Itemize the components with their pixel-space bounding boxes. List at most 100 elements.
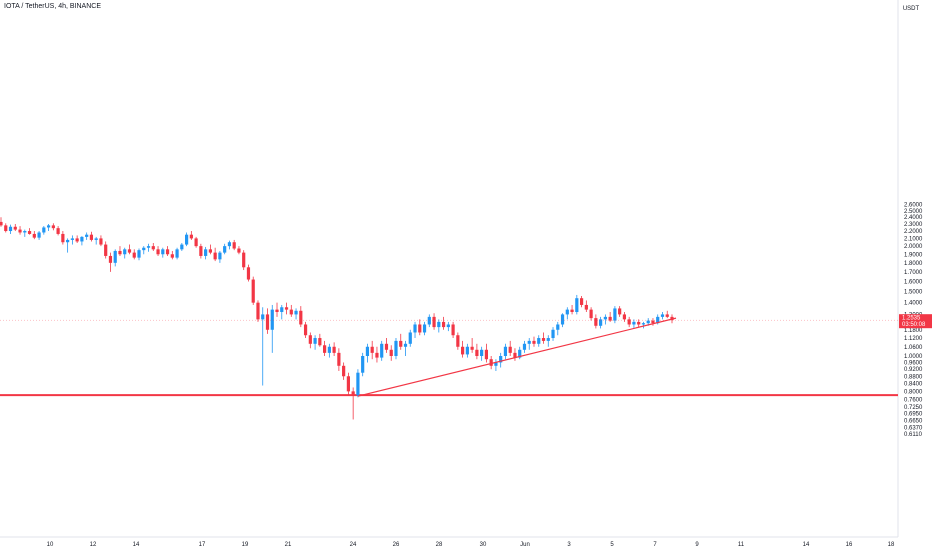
candle — [32, 231, 36, 240]
current-price-value: 1.2535 — [902, 316, 921, 322]
candle — [156, 246, 160, 256]
candle — [575, 294, 579, 315]
currency-label: USDT — [903, 6, 920, 12]
candle — [465, 343, 469, 358]
candle-body — [489, 359, 493, 366]
candle-body — [346, 376, 350, 392]
candle — [403, 340, 408, 356]
candle — [627, 316, 631, 328]
time-tick-label: 28 — [436, 542, 443, 548]
candle-body — [613, 308, 617, 321]
candle — [89, 231, 94, 242]
candle — [461, 340, 465, 358]
candle-body — [518, 349, 522, 358]
candle-body — [456, 335, 460, 347]
candle-body — [132, 252, 136, 258]
time-tick-label: 26 — [393, 542, 400, 548]
candle-body — [85, 234, 89, 237]
candle-body — [104, 244, 108, 256]
candle — [365, 343, 370, 363]
candle — [599, 316, 603, 329]
candle-body — [156, 249, 160, 255]
candle-body — [332, 346, 336, 353]
candle — [499, 352, 503, 368]
candle-body — [637, 321, 641, 325]
candle — [46, 223, 51, 232]
price-tick-label: 1.5000 — [904, 290, 923, 296]
candle — [413, 321, 417, 339]
candle — [261, 307, 265, 386]
candle — [422, 321, 427, 336]
current-price-box — [899, 314, 932, 329]
candle-body — [532, 340, 536, 344]
candle — [294, 308, 298, 320]
candle-body — [384, 343, 389, 350]
price-tick-label: 2.3000 — [904, 222, 923, 228]
candle-body — [437, 321, 441, 328]
candle-body — [399, 340, 403, 347]
candle-body — [303, 324, 308, 336]
candle — [251, 276, 255, 305]
candle — [184, 232, 189, 247]
time-tick-label: 9 — [695, 542, 699, 548]
candle — [456, 332, 460, 350]
candle — [546, 335, 550, 347]
candle — [384, 338, 389, 353]
candle-body — [627, 319, 631, 325]
candle — [37, 231, 41, 240]
candle-body — [32, 233, 36, 238]
candle-body — [361, 356, 365, 373]
candle — [565, 307, 569, 320]
time-tick-label: 10 — [47, 542, 54, 548]
candle-body — [37, 232, 41, 238]
candle — [108, 252, 113, 272]
candle — [503, 343, 508, 360]
candle-body — [575, 298, 579, 312]
candle-body — [213, 252, 217, 260]
candle — [27, 228, 32, 235]
price-tick-label: 0.6650 — [904, 419, 923, 425]
candle-body — [618, 308, 622, 315]
candle-body — [70, 238, 74, 240]
candle — [437, 319, 441, 333]
candle-body — [313, 338, 317, 344]
candle — [170, 250, 174, 260]
candle-body — [261, 314, 265, 320]
candle — [556, 321, 560, 336]
candle-body — [465, 346, 469, 355]
candle-body — [375, 352, 379, 358]
time-tick-label: 30 — [480, 542, 487, 548]
time-tick-label: 21 — [285, 542, 292, 548]
candle-body — [594, 318, 598, 326]
price-tick-label: 0.8800 — [904, 374, 923, 380]
price-tick-label: 0.6370 — [904, 426, 923, 432]
candle — [80, 236, 84, 246]
candle-body — [294, 310, 298, 315]
candle — [427, 314, 431, 328]
candle — [370, 340, 374, 360]
candle-body — [61, 233, 65, 243]
candle — [618, 306, 622, 317]
candle — [0, 217, 3, 227]
candle — [123, 247, 127, 259]
candle-body — [218, 252, 222, 260]
price-tick-label: 0.9600 — [904, 361, 923, 367]
trend-line[interactable] — [357, 317, 677, 397]
candlestick-series — [0, 217, 674, 420]
candle-body — [180, 244, 184, 250]
candle-body — [299, 310, 303, 325]
candle — [375, 346, 379, 363]
candle-body — [18, 229, 22, 233]
candle — [13, 223, 17, 232]
candle — [70, 235, 74, 245]
candle-body — [584, 304, 588, 310]
candle — [342, 362, 346, 380]
candle-body — [284, 307, 289, 310]
candle — [613, 306, 617, 324]
candle — [66, 238, 70, 253]
candle — [194, 236, 198, 248]
trend-line-stroke[interactable] — [357, 317, 677, 397]
candle — [280, 304, 284, 320]
price-tick-label: 1.0000 — [904, 354, 923, 360]
